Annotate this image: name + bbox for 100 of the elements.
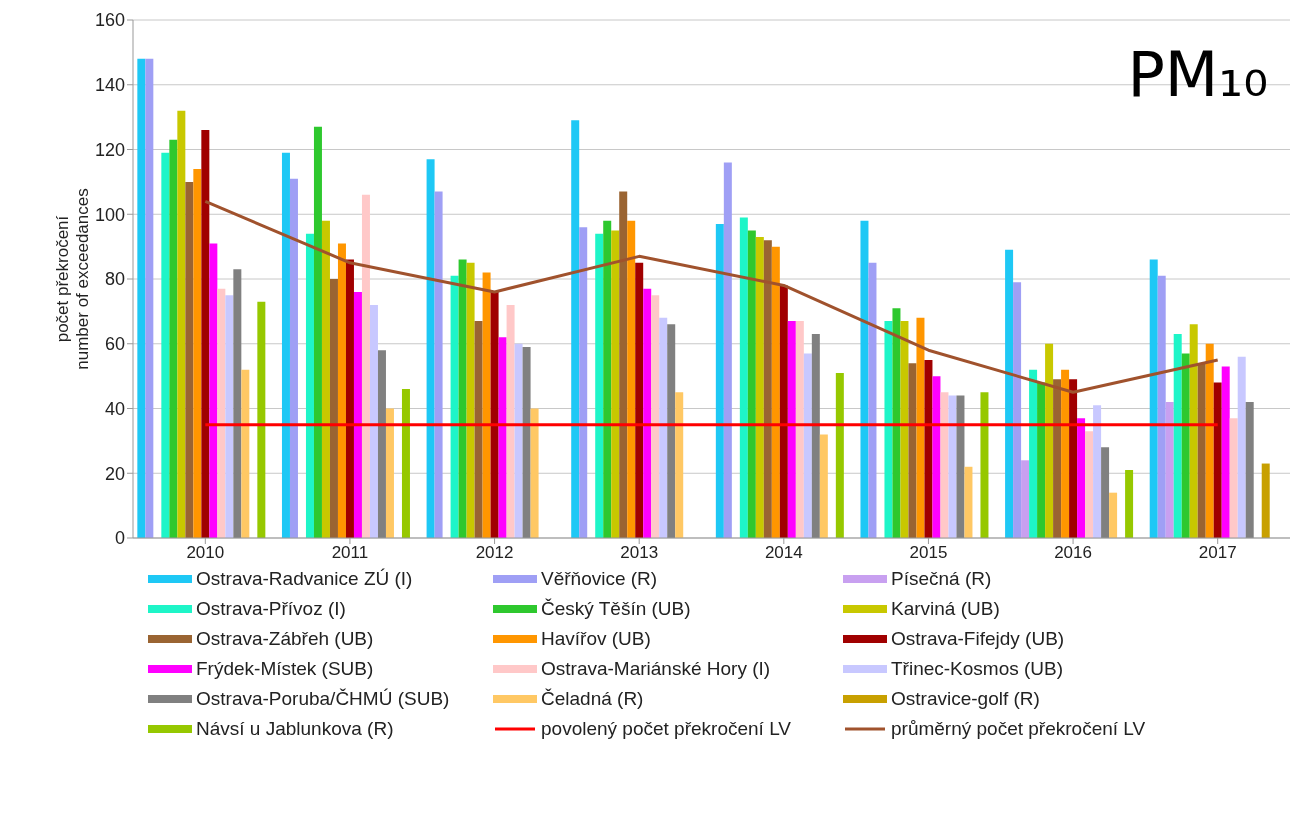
- bar: [482, 272, 491, 538]
- bar: [1157, 275, 1166, 538]
- bar: [908, 363, 917, 538]
- legend-label: Návsí u Jablunkova (R): [196, 718, 394, 740]
- x-tick-label: 2013: [620, 543, 659, 563]
- bar: [1053, 379, 1062, 538]
- bar: [868, 262, 877, 538]
- bar: [145, 58, 154, 538]
- bar: [193, 168, 202, 538]
- bar: [819, 434, 828, 538]
- bar: [1125, 470, 1134, 538]
- bar: [795, 321, 804, 538]
- bar: [659, 317, 668, 538]
- y-tick-label: 60: [104, 334, 125, 355]
- bar: [980, 392, 989, 538]
- bar: [530, 408, 539, 538]
- bar: [329, 279, 338, 538]
- bar: [257, 301, 266, 538]
- legend-label: Ostrava-Fifejdy (UB): [891, 628, 1065, 650]
- bar: [1045, 343, 1054, 538]
- bar: [217, 288, 226, 538]
- y-tick-label: 160: [94, 10, 125, 31]
- bar: [161, 152, 170, 538]
- bar: [1021, 460, 1030, 538]
- bar: [385, 408, 394, 538]
- legend-label: Třinec-Kosmos (UB): [891, 658, 1064, 680]
- bar: [739, 217, 748, 538]
- bar: [361, 194, 370, 538]
- legend-label: Frýdek-Místek (SUB): [196, 658, 374, 680]
- bar: [1037, 382, 1046, 538]
- bar: [803, 353, 812, 538]
- bar: [1205, 343, 1214, 538]
- bar: [835, 372, 844, 538]
- bar: [458, 259, 467, 538]
- bar: [1245, 402, 1254, 538]
- bar: [177, 110, 186, 538]
- bar: [1029, 369, 1038, 538]
- bar: [747, 230, 756, 538]
- bar: [345, 259, 354, 538]
- bar: [884, 321, 893, 538]
- legend-label: Ostrava-Mariánské Hory (I): [541, 658, 771, 680]
- bar: [1197, 363, 1206, 538]
- bar: [281, 152, 290, 538]
- bar: [225, 295, 234, 538]
- bar: [353, 291, 362, 538]
- bar: [337, 243, 346, 538]
- bar: [892, 308, 901, 538]
- bar: [1213, 382, 1222, 538]
- legend-label: Havířov (UB): [541, 628, 651, 650]
- bar: [305, 233, 314, 538]
- bar: [1101, 447, 1110, 538]
- bar: [635, 262, 644, 538]
- y-tick-label: 80: [104, 269, 125, 290]
- bar: [1013, 282, 1022, 538]
- bar: [1221, 366, 1230, 538]
- y-tick-label: 100: [94, 204, 125, 225]
- bar: [498, 337, 507, 538]
- x-tick-label: 2017: [1198, 543, 1237, 563]
- bar: [434, 191, 443, 538]
- y-tick-label: 20: [104, 463, 125, 484]
- bar: [924, 359, 933, 538]
- bar: [1069, 379, 1078, 538]
- bar: [619, 191, 628, 538]
- x-tick-label: 2015: [909, 543, 948, 563]
- bar: [426, 159, 435, 538]
- bar: [643, 288, 652, 538]
- bar: [755, 236, 764, 538]
- bar: [595, 233, 604, 538]
- bar: [1173, 334, 1182, 538]
- y-tick-label: 0: [114, 528, 125, 549]
- bar: [514, 343, 523, 538]
- bar: [1189, 324, 1198, 538]
- bar: [627, 220, 636, 538]
- bar: [137, 58, 146, 538]
- bar: [916, 317, 925, 538]
- bar: [932, 376, 941, 538]
- x-tick-label: 2010: [186, 543, 225, 563]
- bar: [964, 466, 973, 538]
- y-axis-title: počet překročení number of exceedances: [53, 188, 92, 370]
- bar: [185, 181, 194, 538]
- bar: [723, 162, 732, 538]
- bar: [209, 243, 218, 538]
- bar: [466, 262, 475, 538]
- legend-label: průměrný počet překročení LV: [891, 718, 1146, 740]
- bar: [763, 240, 772, 538]
- bar: [675, 392, 684, 538]
- y-tick-label: 120: [94, 139, 125, 160]
- bar: [1149, 259, 1158, 538]
- legend-label: Ostrava-Poruba/ČHMÚ (SUB): [196, 688, 450, 710]
- bar: [860, 220, 869, 538]
- bar: [1085, 431, 1094, 538]
- bar: [771, 246, 780, 538]
- bar: [401, 389, 410, 538]
- bar: [490, 291, 499, 538]
- x-tick-label: 2012: [475, 543, 514, 563]
- bar: [787, 321, 796, 538]
- bar: [506, 304, 515, 538]
- bar: [715, 223, 724, 538]
- bar: [1181, 353, 1190, 538]
- bar: [201, 130, 210, 538]
